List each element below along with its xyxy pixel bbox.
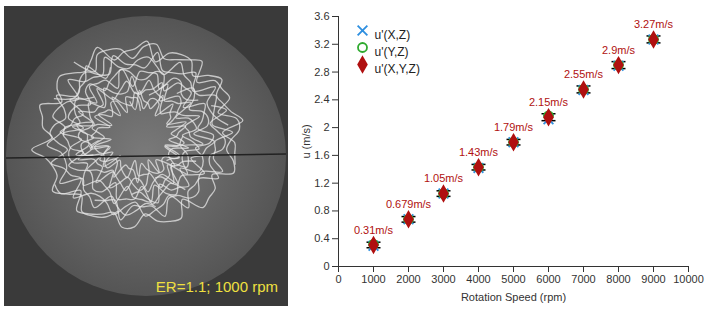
- svg-text:0.8: 0.8: [314, 204, 329, 216]
- svg-text:10000: 10000: [673, 273, 704, 285]
- svg-text:7000: 7000: [571, 273, 595, 285]
- svg-text:9000: 9000: [641, 273, 665, 285]
- svg-text:ER=1.1; 1000 rpm: ER=1.1; 1000 rpm: [156, 278, 278, 295]
- svg-text:1.2: 1.2: [314, 177, 329, 189]
- svg-text:1.6: 1.6: [314, 149, 329, 161]
- svg-text:0: 0: [323, 260, 329, 272]
- svg-text:2000: 2000: [396, 273, 420, 285]
- svg-text:3.27m/s: 3.27m/s: [634, 18, 674, 30]
- svg-text:0.679m/s: 0.679m/s: [386, 198, 432, 210]
- svg-text:1000: 1000: [361, 273, 385, 285]
- svg-text:3000: 3000: [431, 273, 455, 285]
- svg-text:2.8: 2.8: [314, 66, 329, 78]
- svg-text:2: 2: [323, 121, 329, 133]
- svg-text:8000: 8000: [606, 273, 630, 285]
- svg-text:6000: 6000: [536, 273, 560, 285]
- svg-text:u (m/s): u (m/s): [300, 124, 312, 158]
- svg-text:u'(X,Y,Z): u'(X,Y,Z): [375, 62, 420, 76]
- svg-text:3.6: 3.6: [314, 10, 329, 22]
- svg-text:4000: 4000: [466, 273, 490, 285]
- svg-text:0.4: 0.4: [314, 232, 329, 244]
- svg-text:0: 0: [335, 273, 341, 285]
- svg-text:1.05m/s: 1.05m/s: [424, 172, 464, 184]
- svg-text:2.4: 2.4: [314, 93, 329, 105]
- svg-text:1.43m/s: 1.43m/s: [459, 146, 499, 158]
- svg-text:u'(Y,Z): u'(Y,Z): [375, 45, 409, 59]
- svg-text:Rotation Speed (rpm): Rotation Speed (rpm): [461, 291, 566, 303]
- svg-text:5000: 5000: [501, 273, 525, 285]
- svg-text:2.55m/s: 2.55m/s: [564, 68, 604, 80]
- svg-text:2.15m/s: 2.15m/s: [529, 96, 569, 108]
- svg-text:1.79m/s: 1.79m/s: [494, 121, 534, 133]
- svg-text:u'(X,Z): u'(X,Z): [375, 28, 411, 42]
- svg-text:3.2: 3.2: [314, 38, 329, 50]
- svg-text:0.31m/s: 0.31m/s: [354, 223, 394, 235]
- svg-text:2.9m/s: 2.9m/s: [602, 44, 636, 56]
